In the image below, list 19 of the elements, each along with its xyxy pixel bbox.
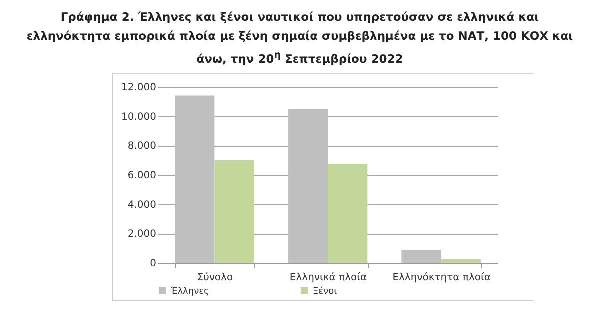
bar: [328, 164, 368, 263]
bar: [402, 250, 442, 263]
bar: [214, 160, 254, 263]
x-tick-label: Ελληνόκτητα πλοία: [392, 272, 492, 284]
y-tick-label: 6.000: [128, 170, 156, 182]
y-tick-label: 12.000: [122, 82, 156, 94]
bar: [441, 259, 481, 263]
y-tick-label: 0: [150, 258, 156, 270]
y-tick-label: 4.000: [128, 200, 156, 211]
bar: [175, 96, 215, 263]
x-tick-label: Σύνολο: [197, 272, 234, 284]
bar: [288, 108, 328, 263]
legend-label: Έλληνες: [170, 286, 210, 297]
x-tick-label: Ελληνικά πλοία: [290, 272, 368, 284]
y-tick-label: 8.000: [128, 140, 156, 152]
chart-title: Γράφημα 2. Έλληνες και ξένοι ναυτικοί που υπηρετούσαν σε ελληνικά και ελληνόκτητα εμπορικά πλοία με ξένη σημαία συμβεβλημένα με το ΝΑΤ, 100 ΚΟΧ και άνω, την 20$^{η}$ Σεπτεμβρίου 2022: [26, 9, 574, 68]
y-tick-label: 10.000: [122, 112, 156, 123]
legend-label: Ξένοι: [313, 286, 338, 297]
y-tick-label: 2.000: [128, 228, 156, 240]
